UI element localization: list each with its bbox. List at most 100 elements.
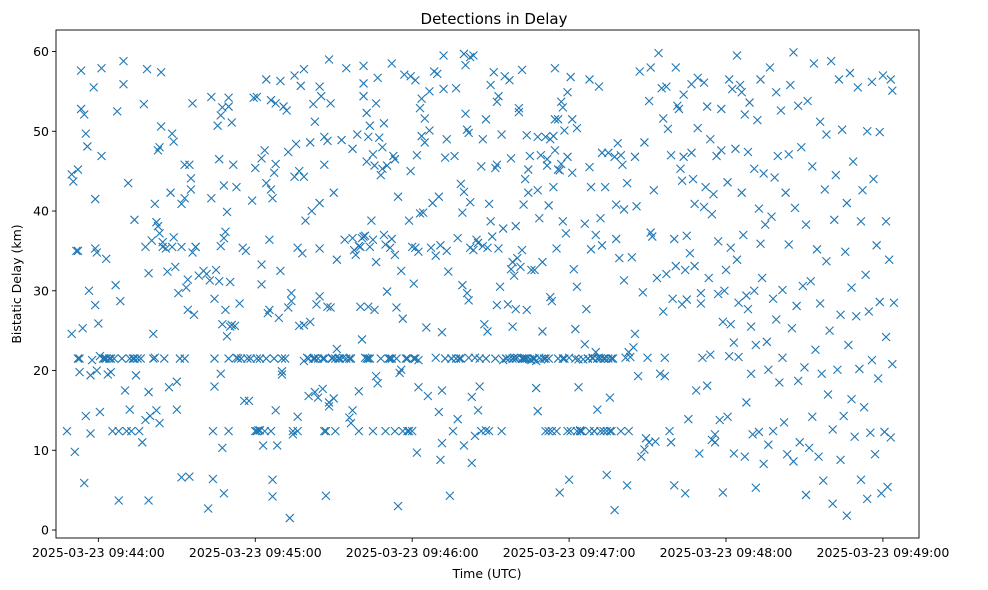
data-point xyxy=(494,91,503,101)
data-point xyxy=(523,188,533,198)
data-point xyxy=(729,338,739,348)
data-point xyxy=(674,104,684,114)
data-point xyxy=(556,97,566,107)
data-point xyxy=(831,170,841,180)
data-point xyxy=(410,354,420,363)
data-point xyxy=(286,296,296,306)
data-point xyxy=(602,470,612,480)
y-tick-label: 50 xyxy=(33,124,49,139)
data-point xyxy=(315,291,324,301)
data-point xyxy=(271,98,281,108)
data-point xyxy=(191,242,201,252)
x-tick-label: 2025-03-23 09:46:00 xyxy=(346,545,479,560)
data-point xyxy=(183,275,193,285)
data-point xyxy=(78,323,88,333)
data-point xyxy=(130,215,139,225)
data-point xyxy=(125,405,135,414)
data-point xyxy=(749,164,759,174)
data-point xyxy=(497,426,507,436)
data-point xyxy=(95,407,105,417)
data-point xyxy=(152,406,161,415)
data-point xyxy=(299,320,309,330)
data-point xyxy=(210,294,219,304)
data-point xyxy=(214,154,224,164)
data-point xyxy=(315,198,324,208)
data-point xyxy=(610,505,619,515)
data-point xyxy=(881,332,891,342)
data-point xyxy=(437,327,447,337)
data-point xyxy=(541,132,550,142)
data-point xyxy=(837,125,847,135)
data-point xyxy=(732,51,742,60)
data-point xyxy=(745,98,754,107)
data-point xyxy=(158,242,168,252)
data-point xyxy=(243,354,252,363)
data-point xyxy=(362,157,372,166)
data-point xyxy=(352,130,362,139)
data-point xyxy=(377,142,387,152)
data-point xyxy=(114,426,124,436)
data-point xyxy=(272,441,282,450)
data-point xyxy=(297,248,307,258)
data-point xyxy=(768,294,778,304)
data-point xyxy=(363,132,373,142)
data-point xyxy=(826,56,836,66)
data-point xyxy=(716,104,726,114)
plot-area xyxy=(62,47,899,523)
data-point xyxy=(782,449,792,459)
data-point xyxy=(396,365,406,375)
y-axis: 0 10 20 30 40 50 60 xyxy=(33,44,56,538)
data-point xyxy=(729,449,739,458)
data-point xyxy=(219,488,229,498)
data-point xyxy=(793,101,803,111)
data-point xyxy=(92,248,102,257)
y-tick-label: 60 xyxy=(33,44,49,59)
chart-title: Detections in Delay xyxy=(421,10,568,28)
data-point xyxy=(277,354,287,363)
data-point xyxy=(357,335,367,344)
data-point xyxy=(366,216,376,225)
data-point xyxy=(406,166,416,176)
data-point xyxy=(459,187,469,197)
data-point xyxy=(847,283,856,292)
data-point xyxy=(166,188,175,198)
data-point xyxy=(417,131,426,141)
data-point xyxy=(844,340,853,350)
data-point xyxy=(236,354,246,363)
data-point xyxy=(277,370,287,379)
data-point xyxy=(629,343,638,352)
data-point xyxy=(752,115,762,125)
data-point xyxy=(133,354,142,363)
data-point xyxy=(82,142,92,151)
data-point xyxy=(522,305,532,315)
data-point xyxy=(172,377,182,387)
data-point xyxy=(549,131,558,141)
data-point xyxy=(723,177,732,187)
data-point xyxy=(483,243,492,253)
data-point xyxy=(177,242,186,252)
data-point xyxy=(599,426,609,436)
data-point xyxy=(415,103,425,113)
data-point xyxy=(304,391,314,401)
data-point xyxy=(225,277,235,287)
data-point xyxy=(778,353,787,363)
data-point xyxy=(440,354,450,363)
data-point xyxy=(75,354,84,363)
data-point xyxy=(715,415,725,425)
data-point xyxy=(530,265,539,275)
data-point xyxy=(792,301,801,311)
data-point xyxy=(567,168,577,178)
data-point xyxy=(666,437,676,447)
data-point xyxy=(669,234,679,244)
data-point xyxy=(778,285,787,295)
data-point xyxy=(652,273,662,283)
data-point xyxy=(481,425,491,435)
data-point xyxy=(167,129,177,139)
data-point xyxy=(727,84,737,94)
data-point xyxy=(180,193,190,203)
data-point xyxy=(447,354,456,363)
data-point xyxy=(566,426,576,436)
data-point xyxy=(293,243,303,253)
data-point xyxy=(522,130,532,140)
data-point xyxy=(716,146,726,155)
